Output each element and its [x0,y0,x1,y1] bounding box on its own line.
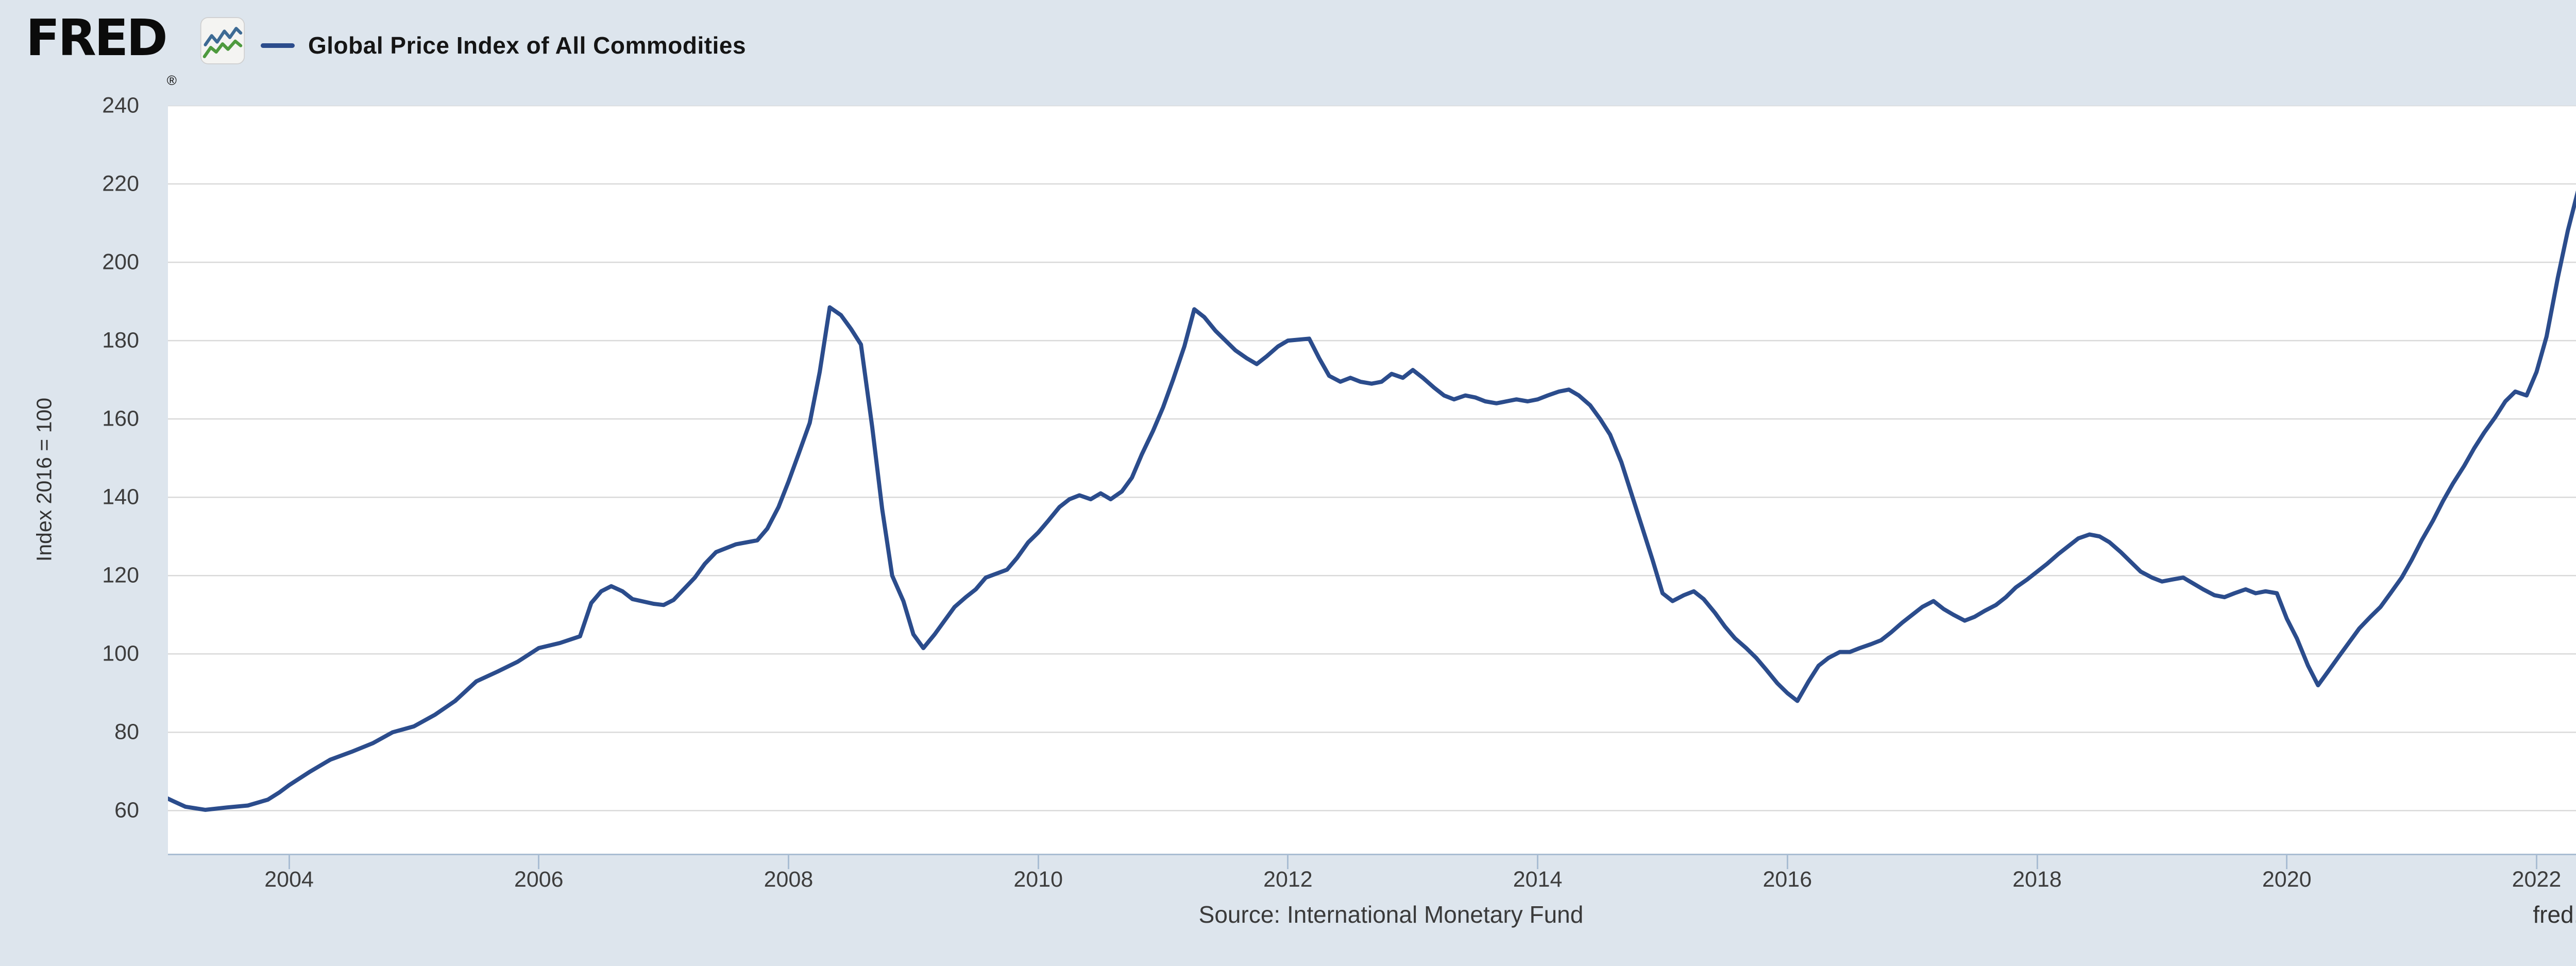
y-tick-label: 60 [114,798,139,823]
x-tick-label: 2010 [1013,867,1063,892]
fred-site-link[interactable]: fred.stlouisfed.org [2533,901,2576,928]
legend-line-swatch [261,43,295,48]
x-tick-mark [1287,854,1289,869]
x-tick-label: 2004 [264,867,314,892]
y-tick-label: 200 [102,249,139,275]
data-series-line[interactable] [168,149,2576,812]
y-tick-label: 160 [102,406,139,431]
fred-logo-text: FRED [26,9,168,67]
x-tick-mark [1037,854,1039,869]
x-tick-mark [1786,854,1788,869]
x-tick-label: 2016 [1762,867,1812,892]
y-tick-label: 140 [102,484,139,510]
x-tick-mark [538,854,540,869]
x-tick-label: 2006 [514,867,564,892]
x-tick-mark [288,854,290,869]
y-tick-label: 80 [114,719,139,744]
x-tick-label: 2018 [2012,867,2062,892]
y-tick-label: 220 [102,171,139,196]
legend: Global Price Index of All Commodities [261,30,746,61]
source-note: Source: International Monetary Fund [1198,901,1584,928]
y-tick-label: 120 [102,563,139,588]
x-tick-mark [787,854,789,869]
x-tick-label: 2022 [2512,867,2562,892]
x-tick-label: 2020 [2262,867,2312,892]
fred-logo-chart-icon [200,16,245,65]
x-tick-mark [2535,854,2537,869]
x-tick-mark [2286,854,2288,869]
registered-trademark-mark: ® [166,73,177,88]
y-tick-label: 240 [102,93,139,118]
line-chart [168,106,2576,812]
x-tick-mark [2036,854,2038,869]
fred-logo[interactable]: FRED ® [26,9,245,88]
x-tick-mark [1537,854,1539,869]
x-tick-label: 2012 [1263,867,1313,892]
y-tick-label: 180 [102,328,139,353]
plot-area[interactable] [168,106,2576,854]
y-tick-label: 100 [102,641,139,666]
legend-label: Global Price Index of All Commodities [308,32,747,59]
x-tick-label: 2008 [764,867,814,892]
x-axis-line [168,854,2576,855]
x-tick-label: 2014 [1513,867,1563,892]
